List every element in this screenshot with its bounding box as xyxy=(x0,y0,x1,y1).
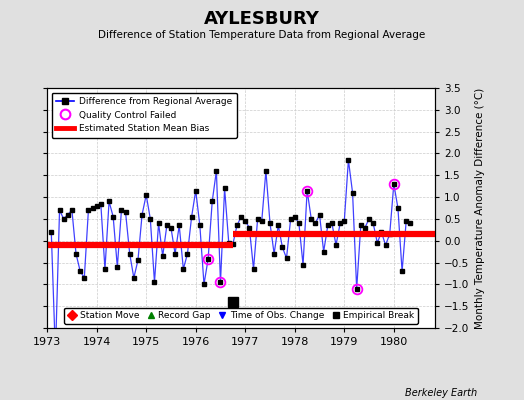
Legend: Station Move, Record Gap, Time of Obs. Change, Empirical Break: Station Move, Record Gap, Time of Obs. C… xyxy=(64,308,418,324)
Text: AYLESBURY: AYLESBURY xyxy=(204,10,320,28)
Y-axis label: Monthly Temperature Anomaly Difference (°C): Monthly Temperature Anomaly Difference (… xyxy=(475,87,485,329)
Text: Berkeley Earth: Berkeley Earth xyxy=(405,388,477,398)
Text: Difference of Station Temperature Data from Regional Average: Difference of Station Temperature Data f… xyxy=(99,30,425,40)
